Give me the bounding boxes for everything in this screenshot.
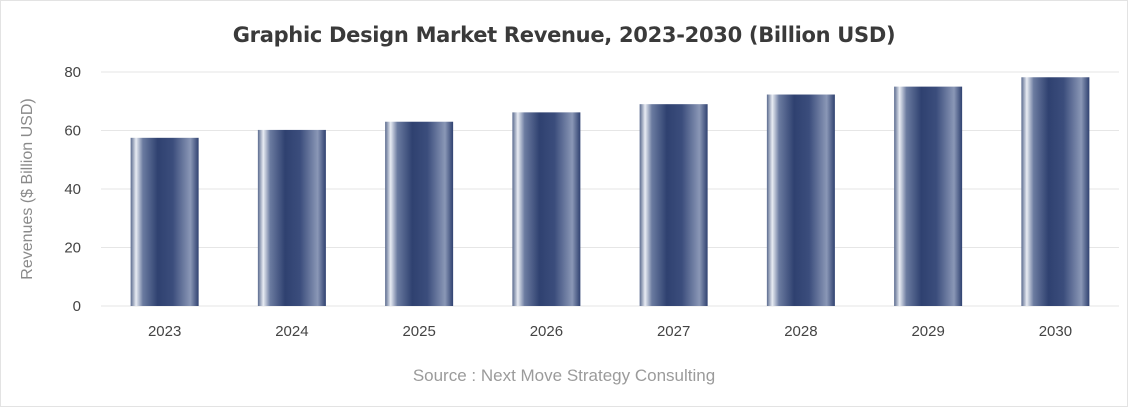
x-tick-label: 2026 bbox=[530, 323, 563, 340]
y-tick-label: 60 bbox=[64, 123, 81, 140]
x-tick-label: 2025 bbox=[402, 323, 435, 340]
bar-2029 bbox=[894, 86, 963, 306]
y-tick-label: 80 bbox=[64, 64, 81, 81]
bar-2025 bbox=[385, 121, 454, 306]
bar-2024 bbox=[257, 129, 326, 306]
y-tick-label: 0 bbox=[73, 298, 81, 315]
x-tick-labels: 2023 2024 2025 2026 2027 2028 2029 2030 bbox=[148, 323, 1072, 340]
bar-2026 bbox=[512, 112, 581, 307]
bar-2028 bbox=[766, 94, 835, 307]
gridlines bbox=[101, 71, 1119, 307]
source-note: Source : Next Move Strategy Consulting bbox=[412, 366, 716, 385]
y-tick-labels: 0 20 40 60 80 bbox=[64, 64, 81, 315]
x-tick-label: 2024 bbox=[275, 323, 308, 340]
chart-title: Graphic Design Market Revenue, 2023-2030… bbox=[232, 23, 896, 47]
x-tick-label: 2028 bbox=[784, 323, 817, 340]
bars bbox=[130, 77, 1090, 307]
y-tick-label: 40 bbox=[64, 181, 81, 198]
x-tick-label: 2030 bbox=[1039, 323, 1072, 340]
x-tick-label: 2027 bbox=[657, 323, 690, 340]
y-tick-label: 20 bbox=[64, 240, 81, 257]
bar-2030 bbox=[1021, 77, 1090, 306]
bar-2027 bbox=[639, 104, 708, 306]
x-tick-label: 2023 bbox=[148, 323, 181, 340]
bar-2023 bbox=[130, 137, 199, 306]
x-tick-label: 2029 bbox=[911, 323, 944, 340]
